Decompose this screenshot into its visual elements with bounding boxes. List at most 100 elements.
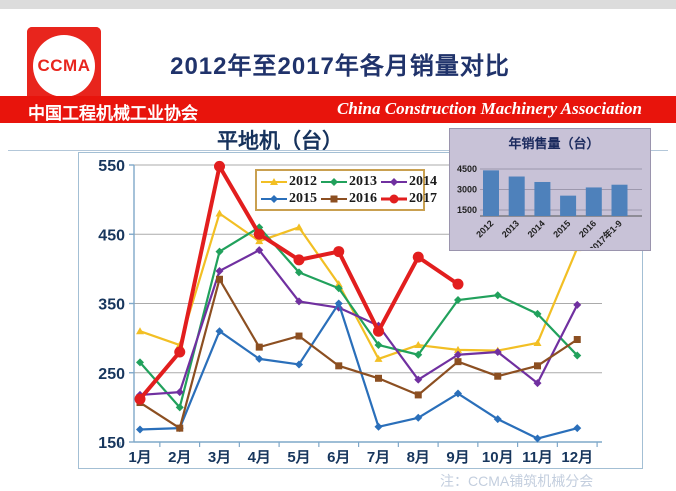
- y-tick-label: 350: [98, 297, 125, 314]
- x-tick-label: 4月: [248, 449, 271, 466]
- x-tick-label: 3月: [208, 449, 231, 466]
- data-point: [136, 425, 144, 434]
- data-point: [374, 354, 383, 362]
- data-point: [493, 291, 502, 300]
- data-point: [389, 194, 399, 203]
- data-point: [215, 209, 224, 217]
- inset-x-tick-label: 2014: [526, 218, 547, 239]
- data-point: [412, 251, 424, 263]
- data-point: [390, 177, 398, 186]
- bar-2014: [534, 181, 551, 216]
- x-tick-label: 2月: [168, 449, 191, 466]
- banner-text-cn: 中国工程机械工业协会: [28, 104, 198, 123]
- legend-item-2017: 2017: [381, 190, 437, 207]
- monthly-sales-line-chart: 150 250 350 450 550 1月 2月 3月 4月 5月 6月 7月 8月 9月 10月 11月 1…: [98, 158, 602, 466]
- data-point: [573, 424, 582, 433]
- legend-item-2012: 2012: [261, 173, 317, 190]
- x-tick-label: 11月: [522, 449, 553, 466]
- y-tick-label: 250: [98, 366, 125, 383]
- ccma-logo: CCMA: [27, 27, 101, 104]
- x-tick-label: 9月: [446, 449, 469, 466]
- data-point: [330, 195, 338, 202]
- chart-title: 平地机（台）: [217, 129, 343, 153]
- data-point: [136, 327, 144, 335]
- data-point: [335, 362, 343, 370]
- data-point: [533, 309, 542, 318]
- legend-marker-icon: [261, 194, 287, 203]
- data-point: [454, 345, 462, 353]
- data-point: [334, 284, 343, 293]
- data-point: [454, 389, 462, 398]
- data-point: [573, 351, 582, 360]
- data-point: [494, 372, 502, 380]
- data-point: [374, 341, 383, 350]
- data-point: [215, 266, 224, 275]
- legend-label: 2017: [409, 190, 437, 206]
- y-tick-label: 150: [98, 435, 125, 452]
- x-tick-label: 12月: [561, 449, 593, 466]
- data-point: [295, 297, 303, 306]
- annual-sales-inset-panel: 年销售量（台） 1500 3000 4500 2012 2013 2014 2015 2016 2…: [449, 128, 651, 255]
- inset-y-tick-label: 3000: [457, 185, 477, 195]
- data-point: [293, 254, 305, 266]
- data-point: [295, 360, 303, 369]
- legend-marker-icon: [261, 177, 287, 185]
- legend-item-2015: 2015: [261, 190, 317, 207]
- legend-marker-icon: [321, 177, 347, 186]
- x-tick-label: 10月: [482, 449, 514, 466]
- data-point: [374, 422, 383, 431]
- data-point: [255, 237, 264, 245]
- x-tick-label: 1月: [128, 449, 151, 466]
- legend-item-2014: 2014: [381, 173, 437, 190]
- legend-item-2013: 2013: [321, 173, 377, 190]
- inset-y-tick-label: 1500: [457, 205, 477, 215]
- legend-marker-icon: [381, 177, 407, 186]
- data-point: [533, 338, 542, 346]
- data-point: [295, 332, 303, 340]
- data-point: [175, 403, 184, 412]
- data-point: [452, 278, 464, 290]
- data-point: [573, 300, 582, 309]
- legend-marker-icon: [321, 195, 347, 202]
- data-point: [333, 246, 345, 258]
- bar-2016: [585, 187, 602, 216]
- data-point: [253, 228, 265, 240]
- inset-x-tick-label: 2013: [500, 218, 521, 239]
- data-point: [270, 177, 278, 185]
- data-point: [176, 424, 184, 432]
- data-point: [255, 246, 264, 255]
- series-line-2014: [138, 249, 579, 397]
- bar-2013: [508, 176, 525, 216]
- data-point: [215, 247, 224, 256]
- data-point: [175, 388, 184, 397]
- data-point: [255, 343, 263, 351]
- x-tick-label: 5月: [287, 449, 310, 466]
- data-point: [136, 358, 144, 367]
- data-point: [215, 327, 224, 336]
- data-point: [533, 379, 542, 388]
- x-tick-label: 6月: [327, 449, 350, 466]
- inset-x-tick-label: 2012: [474, 218, 495, 239]
- data-point: [414, 413, 423, 422]
- data-point: [330, 177, 338, 186]
- series-line-2012: [138, 212, 579, 360]
- logo-text: CCMA: [37, 55, 91, 75]
- y-tick-label: 450: [98, 227, 125, 244]
- data-point: [295, 268, 303, 277]
- data-point: [375, 374, 382, 382]
- data-point: [454, 296, 462, 305]
- legend-label: 2014: [409, 173, 437, 189]
- chart-legend: 2012 2013 2014 2015 2016 2017: [255, 169, 437, 211]
- inset-x-tick-label: 2016: [577, 218, 598, 239]
- legend-label: 2013: [349, 173, 377, 189]
- page-title: 2012年至2017年各月销量对比: [170, 53, 510, 80]
- inset-y-tick-label: 4500: [457, 164, 477, 174]
- logo-disc: CCMA: [33, 34, 95, 97]
- inset-title: 年销售量（台）: [508, 136, 599, 151]
- series-line-2015: [138, 302, 579, 440]
- data-point: [414, 375, 423, 384]
- data-point: [334, 299, 343, 308]
- data-point: [534, 362, 541, 370]
